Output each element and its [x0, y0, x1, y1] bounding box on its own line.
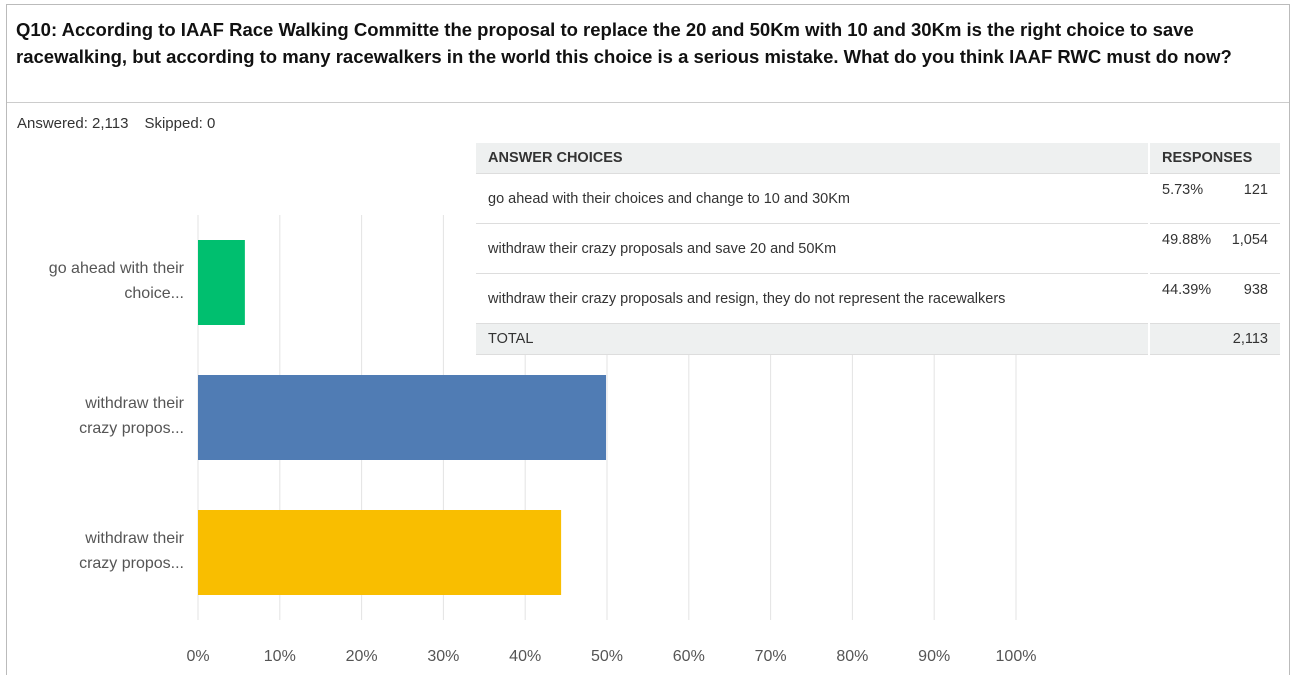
count: 1,054 — [1222, 223, 1280, 274]
percent: 49.88% — [1148, 223, 1222, 274]
separator — [7, 102, 1289, 103]
x-tick-label: 50% — [591, 648, 623, 665]
bar — [198, 375, 607, 460]
x-tick-label: 30% — [427, 648, 459, 665]
x-tick-label: 80% — [836, 648, 868, 665]
x-tick-label: 0% — [186, 648, 209, 665]
question-title: Q10: According to IAAF Race Walking Comm… — [16, 19, 1232, 67]
header-cell: RESPONSES — [1148, 143, 1280, 174]
percent: 44.39% — [1148, 273, 1222, 324]
x-tick-label: 20% — [346, 648, 378, 665]
plot: 0% 10% 20% 30% 40% 50% 60% 70% 80% 90% 100% — [186, 215, 1036, 665]
count: 121 — [1222, 173, 1280, 224]
x-tick-label: 100% — [996, 648, 1037, 665]
y-tick-label: go ahead with their choice... — [48, 259, 184, 302]
summary: Answered: 2,113 Skipped: 0 — [17, 115, 231, 132]
x-tick-label: 90% — [918, 648, 950, 665]
table-row: withdraw their crazy proposals and resig… — [476, 273, 1280, 324]
bar — [198, 240, 245, 325]
table-row: go ahead with their choices and change t… — [476, 173, 1280, 224]
panel — [6, 4, 1290, 675]
total-count: 2,113 — [1148, 323, 1280, 355]
x-tick-label: 10% — [264, 648, 296, 665]
results-table: ANSWER CHOICES RESPONSES go ahead with t… — [476, 143, 1280, 355]
count: 938 — [1222, 273, 1280, 324]
header-cell: ANSWER CHOICES — [476, 143, 1149, 174]
answer-choice: withdraw their crazy proposals and save … — [476, 223, 1149, 274]
x-tick-label: 40% — [509, 648, 541, 665]
y-tick-label: withdraw their crazy propos... — [79, 394, 184, 437]
y-tick-label: withdraw their crazy propos... — [79, 529, 184, 572]
x-tick-label: 60% — [673, 648, 705, 665]
percent: 5.73% — [1148, 173, 1222, 224]
answer-choice: withdraw their crazy proposals and resig… — [476, 273, 1149, 324]
total-label: TOTAL — [476, 323, 1149, 355]
answered: Answered: 2,113 — [17, 115, 129, 132]
bar — [198, 510, 562, 595]
answer-choice: go ahead with their choices and change t… — [476, 173, 1149, 224]
table-row: withdraw their crazy proposals and save … — [476, 223, 1280, 274]
skipped: Skipped: 0 — [144, 115, 216, 132]
x-tick-label: 70% — [755, 648, 787, 665]
total-row: TOTAL 2,113 — [476, 323, 1280, 355]
